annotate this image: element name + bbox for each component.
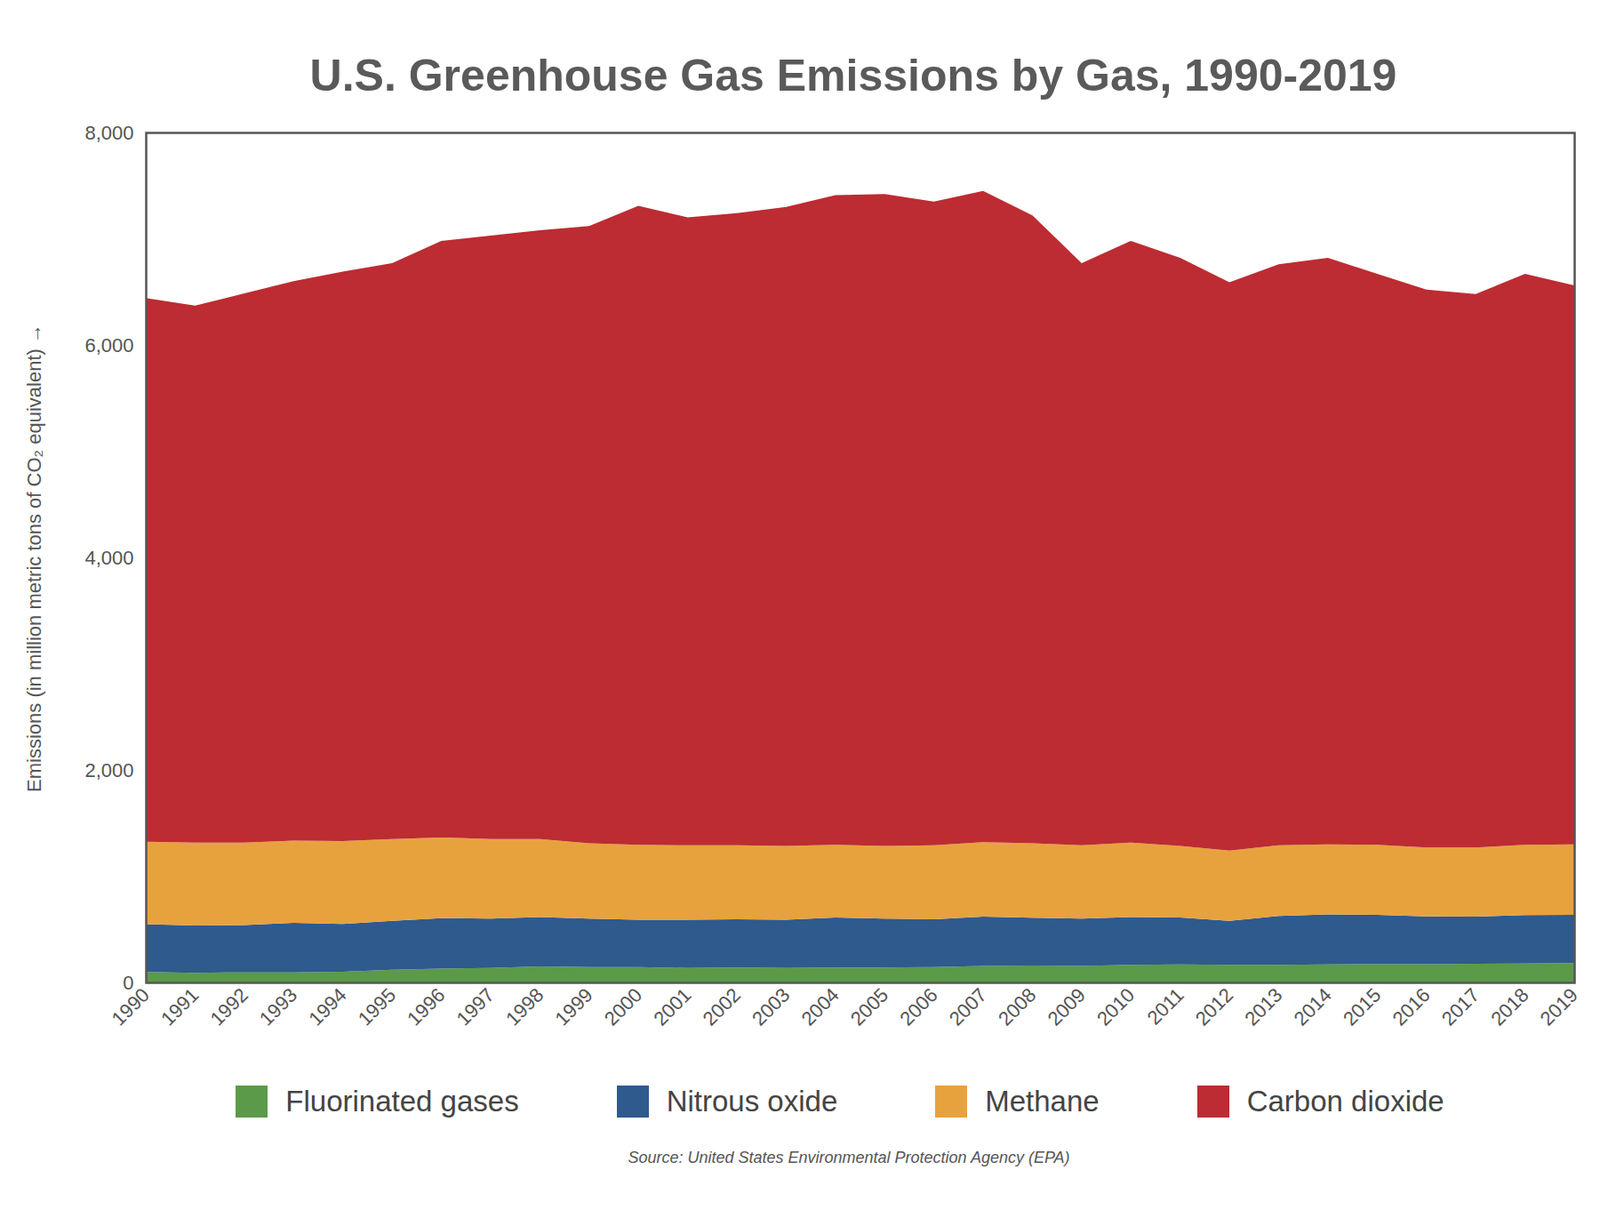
svg-text:1992: 1992 [206, 983, 253, 1030]
svg-text:2005: 2005 [846, 983, 893, 1030]
svg-text:2011: 2011 [1143, 983, 1189, 1029]
svg-text:1995: 1995 [353, 983, 400, 1030]
svg-text:2002: 2002 [698, 983, 745, 1030]
svg-text:2018: 2018 [1486, 983, 1533, 1030]
svg-text:6,000: 6,000 [84, 334, 134, 357]
html-text:U.S. Greenhouse Gas Emissions: U.S. Greenhouse Gas Emissions by Gas, 19… [309, 50, 1397, 101]
svg-text:1993: 1993 [255, 983, 302, 1030]
svg-text:4,000: 4,000 [84, 546, 134, 569]
svg-text:1994: 1994 [304, 983, 351, 1030]
svg-text:2017: 2017 [1437, 983, 1484, 1030]
html-text:Nitrous oxide: Nitrous oxide [666, 1084, 838, 1118]
svg-text:2014: 2014 [1289, 983, 1336, 1030]
svg-text:2015: 2015 [1338, 983, 1385, 1030]
html-text:Source: United States Environm: Source: United States Environmental Prot… [627, 1148, 1070, 1167]
svg-text:1999: 1999 [550, 983, 597, 1030]
svg-text:2,000: 2,000 [84, 759, 134, 782]
svg-text:2013: 2013 [1240, 983, 1287, 1030]
svg-text:2006: 2006 [895, 983, 942, 1030]
svg-text:2016: 2016 [1387, 983, 1434, 1030]
svg-text:1997: 1997 [452, 983, 499, 1030]
svg-text:2009: 2009 [1043, 983, 1090, 1030]
svg-text:2010: 2010 [1092, 983, 1139, 1030]
svg-text:1998: 1998 [501, 983, 548, 1030]
svg-text:8,000: 8,000 [84, 121, 134, 144]
svg-text:2004: 2004 [797, 983, 844, 1030]
html-text:Methane: Methane [985, 1084, 1100, 1118]
svg-text:2008: 2008 [993, 983, 1040, 1030]
svg-text:1990: 1990 [107, 983, 154, 1030]
svg-text:2012: 2012 [1191, 983, 1238, 1030]
html-text:Carbon dioxide: Carbon dioxide [1246, 1084, 1445, 1118]
svg-text:2001: 2001 [648, 983, 696, 1030]
svg-text:1991: 1991 [156, 983, 203, 1030]
svg-text:1996: 1996 [402, 983, 449, 1030]
svg-text:2000: 2000 [600, 983, 647, 1030]
svg-text:Emissions (in million metric t: Emissions (in million metric tons of CO₂… [23, 323, 46, 792]
svg-text:2019: 2019 [1536, 983, 1583, 1030]
svg-text:2007: 2007 [944, 983, 992, 1030]
svg-text:2003: 2003 [747, 983, 794, 1030]
svg-text:0: 0 [122, 971, 134, 994]
html-text:Fluorinated gases: Fluorinated gases [285, 1084, 519, 1118]
